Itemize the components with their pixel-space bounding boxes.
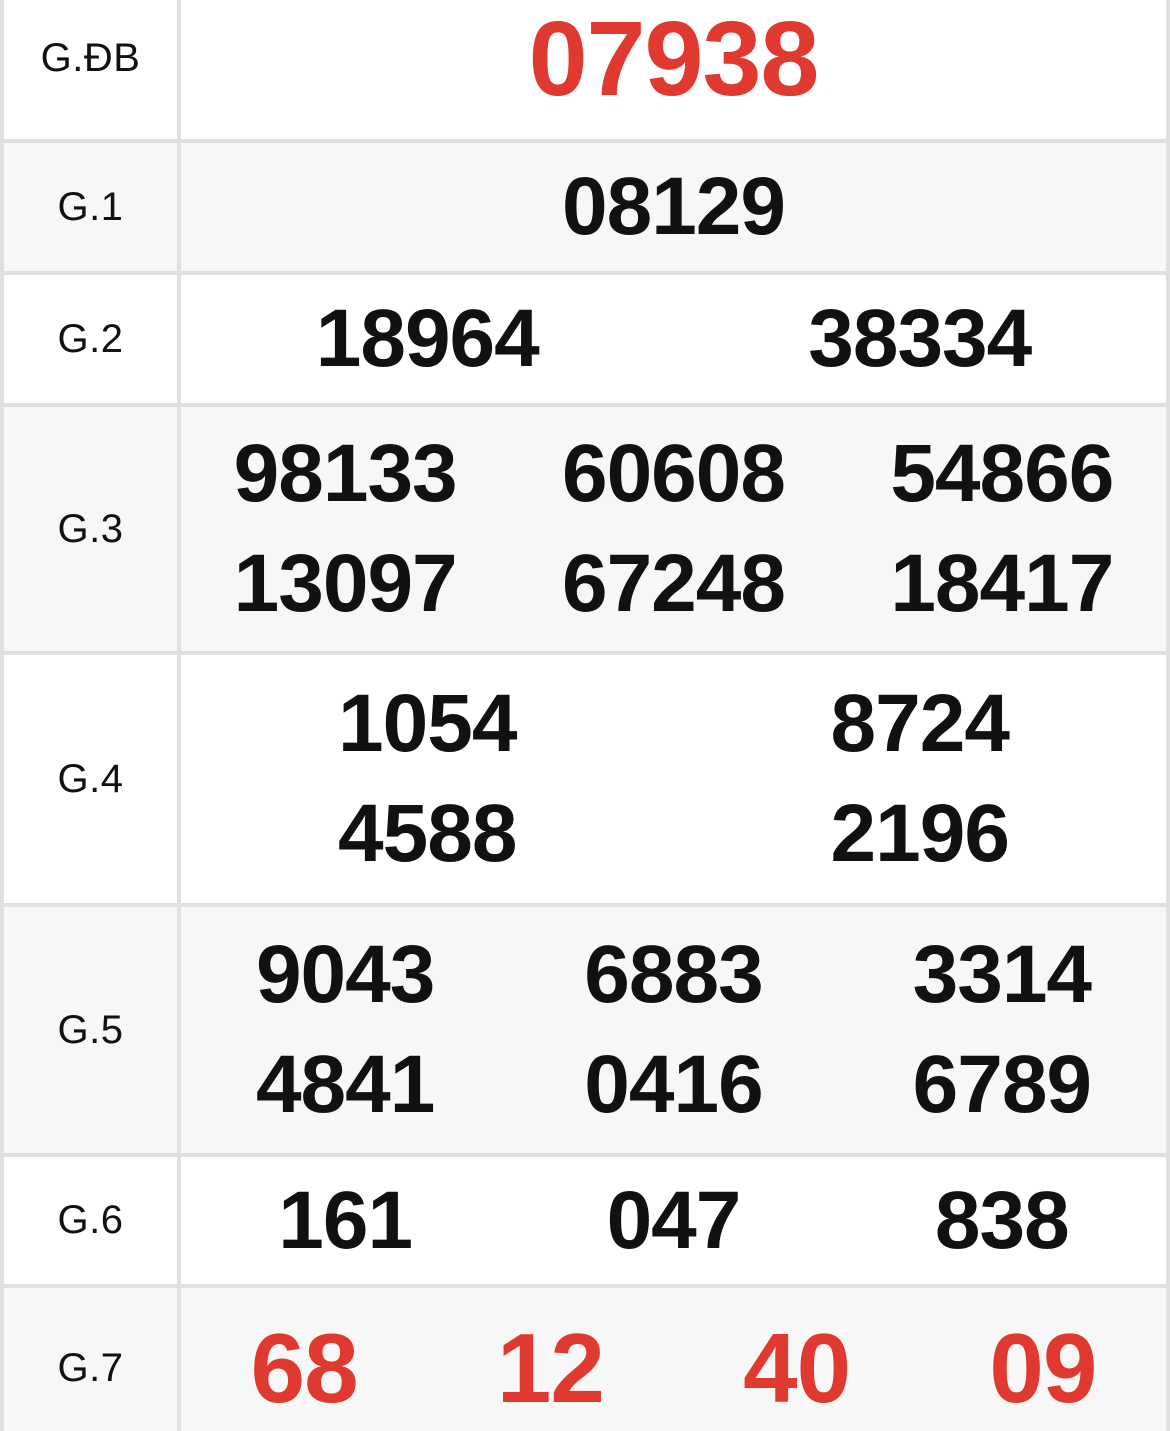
prize-label-cell: G.4 (4, 655, 181, 903)
prize-label-cell: G.1 (4, 143, 181, 271)
prize-number: 4841 (255, 1039, 435, 1130)
prize-values: 1054 8724 4588 2196 (181, 655, 1166, 903)
prize-line: 08129 (181, 166, 1166, 248)
prize-line: 9043 6883 3314 (181, 934, 1166, 1016)
prize-label: G.5 (57, 1007, 124, 1052)
prize-label: G.ĐB (40, 36, 141, 80)
prize-label: G.4 (57, 756, 124, 801)
prize-label: G.1 (57, 184, 124, 229)
prize-label: G.3 (57, 506, 124, 551)
prize-number: 6883 (584, 929, 763, 1020)
prize-number: 98133 (233, 428, 458, 519)
prize-line: 13097 67248 18417 (181, 543, 1166, 625)
prize-values: 161 047 838 (181, 1157, 1166, 1284)
prize-number: 68 (250, 1313, 359, 1423)
prize-row-fourth: G.4 1054 8724 4588 2196 (4, 655, 1166, 907)
prize-line: 4841 0416 6789 (181, 1044, 1166, 1126)
prize-line: 98133 60608 54866 (181, 433, 1166, 515)
prize-label-cell: G.6 (4, 1157, 181, 1284)
prize-values: 9043 6883 3314 4841 0416 6789 (181, 907, 1166, 1153)
prize-line: 07938 (181, 6, 1166, 112)
prize-label: G.7 (57, 1345, 124, 1390)
prize-values: 68 12 40 09 (181, 1288, 1166, 1431)
prize-number: 18964 (315, 293, 540, 384)
prize-number: 08129 (561, 161, 786, 252)
prize-label-cell: G.3 (4, 407, 181, 651)
prize-label: G.2 (57, 316, 124, 361)
prize-number: 3314 (912, 929, 1092, 1020)
prize-number: 2196 (830, 788, 1010, 879)
prize-number: 40 (743, 1313, 851, 1423)
prize-values: 98133 60608 54866 13097 67248 18417 (181, 407, 1166, 651)
prize-line: 18964 38334 (181, 298, 1166, 380)
prize-row-special: G.ĐB 07938 (4, 0, 1166, 143)
prize-line: 1054 8724 (181, 683, 1166, 765)
prize-values: 08129 (181, 143, 1166, 271)
prize-row-second: G.2 18964 38334 (4, 275, 1166, 407)
prize-number: 161 (278, 1174, 413, 1266)
prize-number: 12 (496, 1313, 605, 1423)
prize-number: 60608 (561, 428, 786, 519)
prize-number: 8724 (830, 678, 1010, 769)
prize-label-cell: G.5 (4, 907, 181, 1153)
prize-number: 38334 (808, 293, 1032, 384)
prize-row-sixth: G.6 161 047 838 (4, 1157, 1166, 1288)
prize-number: 07938 (528, 0, 820, 118)
prize-values: 07938 (181, 0, 1166, 139)
prize-number: 13097 (233, 538, 458, 629)
prize-row-first: G.1 08129 (4, 143, 1166, 275)
prize-row-third: G.3 98133 60608 54866 13097 67248 18417 (4, 407, 1166, 655)
prize-number: 18417 (890, 538, 1114, 629)
prize-number: 6789 (912, 1039, 1092, 1130)
prize-row-fifth: G.5 9043 6883 3314 4841 0416 6789 (4, 907, 1166, 1157)
prize-label: G.6 (57, 1198, 124, 1242)
prize-line: 161 047 838 (181, 1174, 1166, 1266)
prize-number: 9043 (255, 929, 435, 1020)
prize-number: 09 (989, 1313, 1097, 1423)
prize-row-seventh: G.7 68 12 40 09 (4, 1288, 1166, 1431)
prize-number: 0416 (584, 1039, 763, 1130)
prize-number: 838 (934, 1174, 1070, 1266)
prize-line: 4588 2196 (181, 793, 1166, 875)
prize-label-cell: G.ĐB (4, 0, 181, 139)
prize-number: 4588 (338, 788, 517, 879)
prize-label-cell: G.2 (4, 275, 181, 403)
prize-line: 68 12 40 09 (181, 1319, 1166, 1417)
prize-label-cell: G.7 (4, 1288, 181, 1431)
prize-values: 18964 38334 (181, 275, 1166, 403)
prize-number: 54866 (890, 428, 1114, 519)
prize-number: 047 (606, 1174, 742, 1266)
prize-number: 67248 (561, 538, 786, 629)
prize-number: 1054 (338, 678, 517, 769)
